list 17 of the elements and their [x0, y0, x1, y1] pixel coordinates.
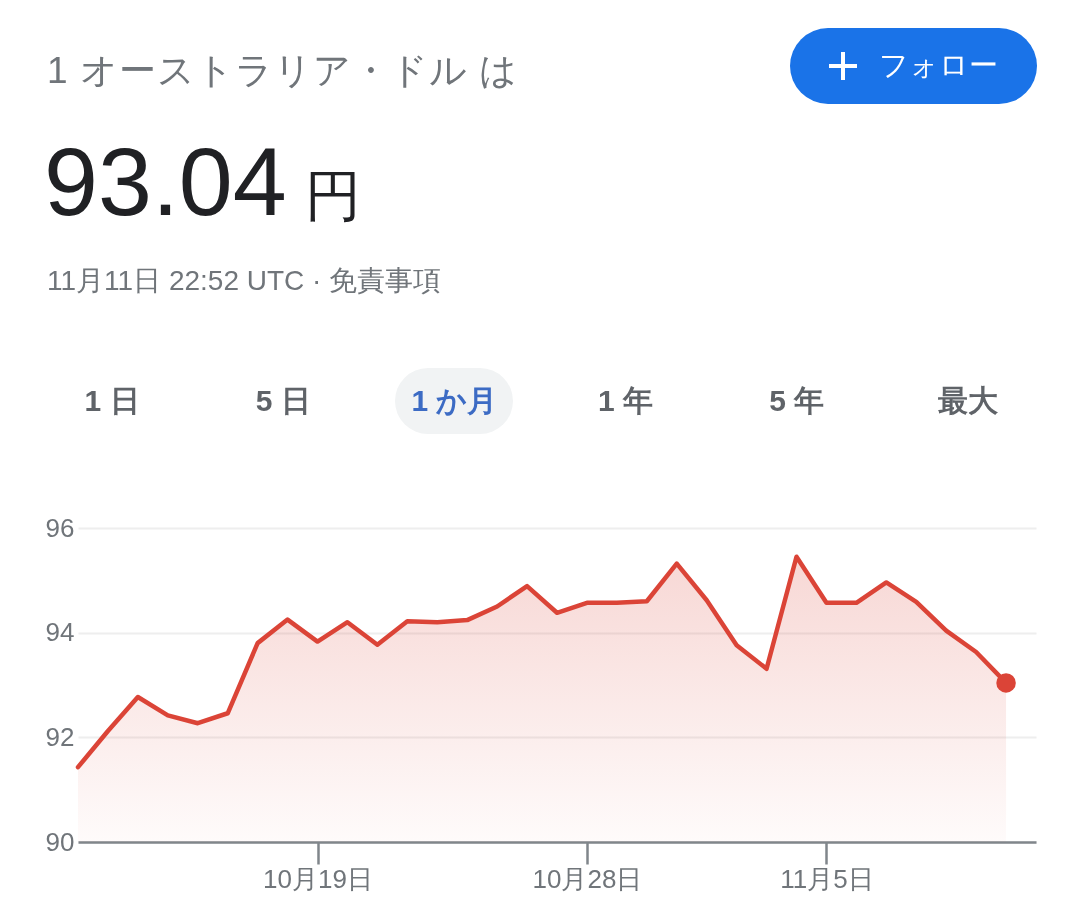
x-tick-label: 10月19日: [263, 863, 373, 894]
chart-subtitle: 93.04 円: [44, 127, 361, 236]
range-tab: 1 日: [68, 368, 156, 434]
y-tick-label: 96: [45, 512, 75, 543]
y-tick-label: 94: [45, 617, 75, 648]
text: 11月11日 22:52 UTC · 免責事項: [47, 264, 442, 298]
x-tick-label: 10月28日: [532, 863, 643, 894]
range-tab: 最大: [922, 368, 1014, 434]
range-tab: 1 か月: [395, 368, 514, 434]
range-tab: 1 年: [582, 368, 670, 434]
chart-title: 1 オーストラリア・ドル は: [47, 49, 519, 93]
y-tick-label: 90: [45, 826, 75, 857]
x-tick-label: 11月5日: [780, 863, 874, 894]
follow-button: フォロー: [790, 28, 1037, 104]
range-tab: 5 日: [239, 368, 327, 434]
y-tick-label: 92: [45, 721, 75, 752]
range-tab: 5 年: [753, 368, 841, 434]
